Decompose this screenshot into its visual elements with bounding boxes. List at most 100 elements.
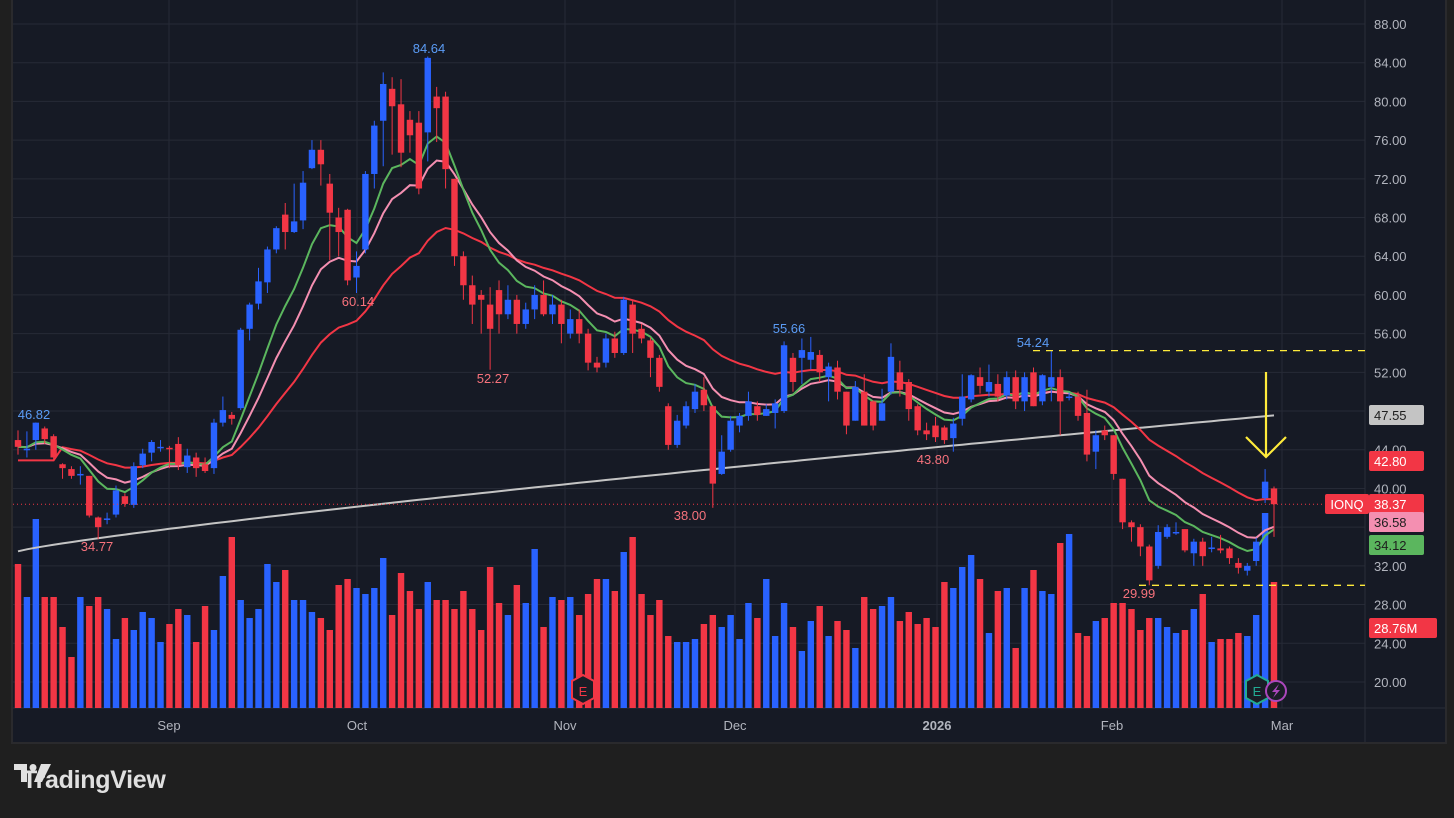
candle-body[interactable] bbox=[415, 122, 423, 189]
candle-body[interactable] bbox=[299, 182, 307, 221]
candle-body[interactable] bbox=[460, 256, 467, 286]
candle-body[interactable] bbox=[273, 228, 280, 250]
candle-body[interactable] bbox=[1190, 541, 1198, 554]
candle-body[interactable] bbox=[477, 294, 485, 300]
earnings-marker-icon[interactable] bbox=[571, 673, 595, 706]
candle-body[interactable] bbox=[629, 304, 636, 334]
candle-body[interactable] bbox=[451, 178, 458, 257]
candle-body[interactable] bbox=[1199, 541, 1206, 557]
candle-body[interactable] bbox=[905, 382, 912, 410]
candle-body[interactable] bbox=[861, 391, 868, 426]
candle-body[interactable] bbox=[94, 517, 102, 528]
candle-body[interactable] bbox=[914, 406, 921, 431]
candle-body[interactable] bbox=[1012, 377, 1019, 402]
candle-body[interactable] bbox=[442, 96, 449, 170]
candle-body[interactable] bbox=[175, 443, 182, 466]
candle-body[interactable] bbox=[1065, 396, 1073, 399]
candle-body[interactable] bbox=[282, 214, 289, 233]
candle-body[interactable] bbox=[1252, 541, 1260, 562]
candle-body[interactable] bbox=[1083, 412, 1091, 455]
candle-body[interactable] bbox=[1128, 522, 1135, 528]
candle-body[interactable] bbox=[593, 362, 601, 368]
candle-body[interactable] bbox=[139, 453, 146, 466]
candle-body[interactable] bbox=[1092, 435, 1100, 452]
candle-body[interactable] bbox=[1101, 430, 1108, 436]
candle-body[interactable] bbox=[887, 356, 895, 392]
candle-body[interactable] bbox=[1235, 562, 1242, 568]
candle-body[interactable] bbox=[1261, 481, 1269, 499]
candle-body[interactable] bbox=[290, 221, 298, 233]
candle-body[interactable] bbox=[157, 446, 164, 449]
candle-body[interactable] bbox=[148, 442, 155, 453]
candle-body[interactable] bbox=[656, 357, 663, 387]
candle-body[interactable] bbox=[611, 338, 619, 353]
candle-body[interactable] bbox=[620, 299, 627, 353]
candle-body[interactable] bbox=[68, 469, 75, 476]
candle-body[interactable] bbox=[424, 57, 431, 133]
candle-body[interactable] bbox=[469, 285, 476, 305]
candle-body[interactable] bbox=[1270, 488, 1278, 505]
candle-body[interactable] bbox=[727, 420, 734, 450]
candle-body[interactable] bbox=[228, 414, 235, 419]
candle-body[interactable] bbox=[1021, 377, 1028, 402]
candle-body[interactable] bbox=[1137, 527, 1144, 547]
candle-body[interactable] bbox=[326, 183, 333, 213]
candle-body[interactable] bbox=[237, 329, 244, 409]
candle-body[interactable] bbox=[950, 423, 957, 439]
candle-body[interactable] bbox=[41, 428, 48, 440]
candle-body[interactable] bbox=[344, 209, 351, 281]
candle-body[interactable] bbox=[112, 490, 120, 515]
candle-body[interactable] bbox=[923, 430, 930, 435]
candle-body[interactable] bbox=[1048, 377, 1055, 387]
candle-body[interactable] bbox=[985, 382, 993, 392]
candle-body[interactable] bbox=[718, 451, 725, 474]
candle-body[interactable] bbox=[1217, 548, 1224, 551]
candle-body[interactable] bbox=[896, 372, 904, 390]
candle-body[interactable] bbox=[959, 396, 966, 419]
candle-body[interactable] bbox=[771, 403, 779, 413]
tradingview-brand[interactable]: TradingView bbox=[14, 764, 166, 796]
chart-container[interactable]: 88.00 84.00 80.00 76.00 72.00 68.00 64.00 60.00… bbox=[13, 0, 1445, 742]
candle-body[interactable] bbox=[1057, 377, 1064, 402]
candle-body[interactable] bbox=[1039, 375, 1046, 402]
candle-body[interactable] bbox=[433, 96, 440, 109]
candle-body[interactable] bbox=[255, 281, 262, 304]
candle-body[interactable] bbox=[834, 367, 841, 392]
candle-body[interactable] bbox=[1003, 377, 1010, 396]
candle-body[interactable] bbox=[638, 328, 645, 339]
candle-body[interactable] bbox=[682, 406, 690, 426]
candle-body[interactable] bbox=[121, 496, 129, 504]
candle-body[interactable] bbox=[869, 401, 877, 426]
candle-body[interactable] bbox=[371, 125, 378, 174]
candle-body[interactable] bbox=[495, 290, 503, 315]
candle-body[interactable] bbox=[317, 149, 325, 165]
candle-body[interactable] bbox=[1181, 529, 1189, 551]
candle-body[interactable] bbox=[219, 410, 227, 423]
candle-body[interactable] bbox=[1226, 548, 1233, 559]
candle-body[interactable] bbox=[362, 173, 369, 250]
candle-body[interactable] bbox=[59, 464, 66, 469]
candle-body[interactable] bbox=[77, 473, 84, 476]
candle-body[interactable] bbox=[406, 119, 414, 136]
candle-body[interactable] bbox=[513, 299, 521, 324]
candle-body[interactable] bbox=[558, 304, 565, 324]
candle-body[interactable] bbox=[1074, 396, 1082, 416]
candle-body[interactable] bbox=[763, 409, 770, 416]
candle-body[interactable] bbox=[264, 249, 271, 283]
candle-body[interactable] bbox=[130, 466, 138, 505]
candle-body[interactable] bbox=[976, 377, 984, 386]
candle-body[interactable] bbox=[246, 304, 253, 329]
candle-body[interactable] bbox=[549, 304, 556, 315]
candle-body[interactable] bbox=[807, 352, 815, 360]
candle-body[interactable] bbox=[1244, 565, 1251, 571]
candle-body[interactable] bbox=[1172, 531, 1180, 534]
candle-body[interactable] bbox=[736, 415, 743, 426]
candle-body[interactable] bbox=[780, 345, 788, 412]
candle-body[interactable] bbox=[1030, 372, 1037, 407]
candle-body[interactable] bbox=[14, 440, 22, 447]
candle-body[interactable] bbox=[23, 448, 31, 451]
candle-body[interactable] bbox=[486, 304, 494, 329]
candle-body[interactable] bbox=[353, 265, 360, 278]
candle-body[interactable] bbox=[647, 340, 654, 358]
candle-body[interactable] bbox=[754, 406, 761, 415]
